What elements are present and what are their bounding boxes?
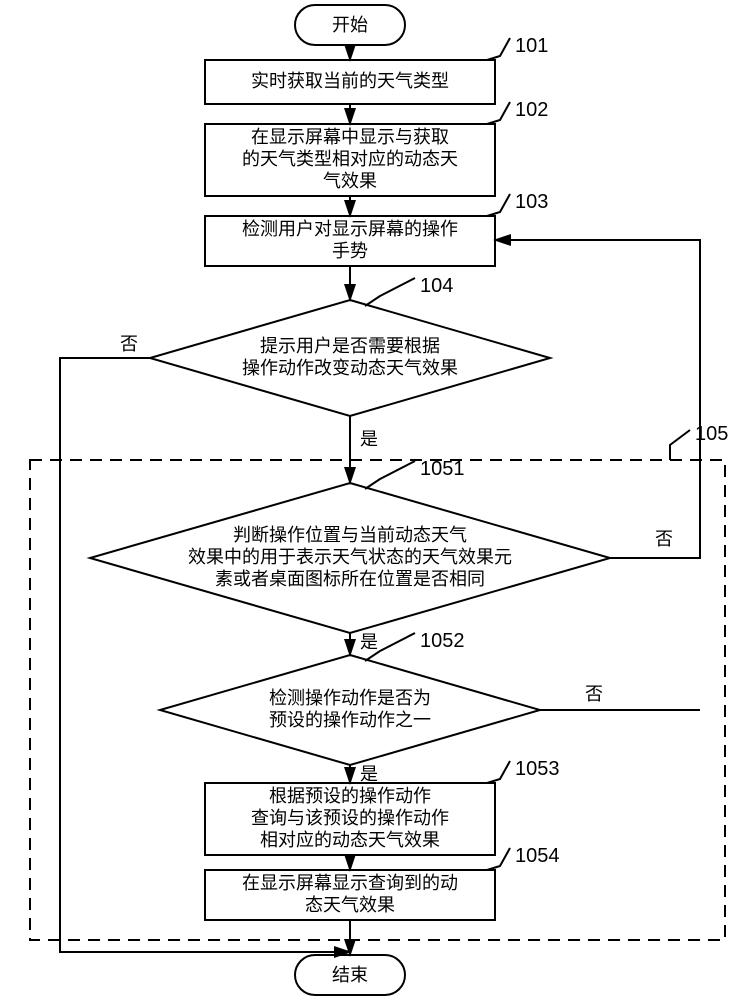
svg-text:104: 104: [420, 275, 453, 297]
svg-text:是: 是: [360, 429, 378, 449]
svg-text:预设的操作动作之一: 预设的操作动作之一: [269, 710, 431, 730]
svg-text:101: 101: [515, 35, 548, 57]
svg-text:查询与该预设的操作动作: 查询与该预设的操作动作: [251, 808, 449, 828]
svg-text:是: 是: [360, 632, 378, 652]
svg-text:相对应的动态天气效果: 相对应的动态天气效果: [260, 830, 440, 850]
svg-text:气效果: 气效果: [323, 171, 377, 191]
svg-text:检测用户对显示屏幕的操作: 检测用户对显示屏幕的操作: [242, 219, 458, 239]
svg-text:在显示屏幕显示查询到的动: 在显示屏幕显示查询到的动: [242, 873, 458, 893]
svg-text:判断操作位置与当前动态天气: 判断操作位置与当前动态天气: [233, 525, 467, 545]
svg-text:操作动作改变动态天气效果: 操作动作改变动态天气效果: [242, 358, 458, 378]
svg-text:是: 是: [360, 764, 378, 784]
svg-text:否: 否: [585, 684, 603, 704]
svg-text:1053: 1053: [515, 758, 560, 780]
svg-text:1051: 1051: [420, 458, 465, 480]
svg-text:1054: 1054: [515, 845, 560, 867]
svg-text:提示用户是否需要根据: 提示用户是否需要根据: [260, 336, 440, 356]
svg-text:手势: 手势: [332, 241, 368, 261]
svg-text:根据预设的操作动作: 根据预设的操作动作: [269, 786, 431, 806]
svg-text:结束: 结束: [332, 965, 368, 985]
svg-text:否: 否: [655, 529, 673, 549]
svg-text:103: 103: [515, 191, 548, 213]
svg-text:效果中的用于表示天气状态的天气效果元: 效果中的用于表示天气状态的天气效果元: [188, 547, 512, 567]
svg-text:在显示屏幕中显示与获取: 在显示屏幕中显示与获取: [251, 127, 449, 147]
svg-text:1052: 1052: [420, 630, 465, 652]
svg-text:检测操作动作是否为: 检测操作动作是否为: [269, 688, 431, 708]
svg-text:实时获取当前的天气类型: 实时获取当前的天气类型: [251, 71, 449, 91]
svg-text:否: 否: [120, 334, 138, 354]
svg-text:素或者桌面图标所在位置是否相同: 素或者桌面图标所在位置是否相同: [215, 569, 485, 589]
svg-text:的天气类型相对应的动态天: 的天气类型相对应的动态天: [242, 149, 458, 169]
svg-text:102: 102: [515, 99, 548, 121]
svg-text:态天气效果: 态天气效果: [305, 895, 395, 915]
svg-text:开始: 开始: [332, 15, 368, 35]
